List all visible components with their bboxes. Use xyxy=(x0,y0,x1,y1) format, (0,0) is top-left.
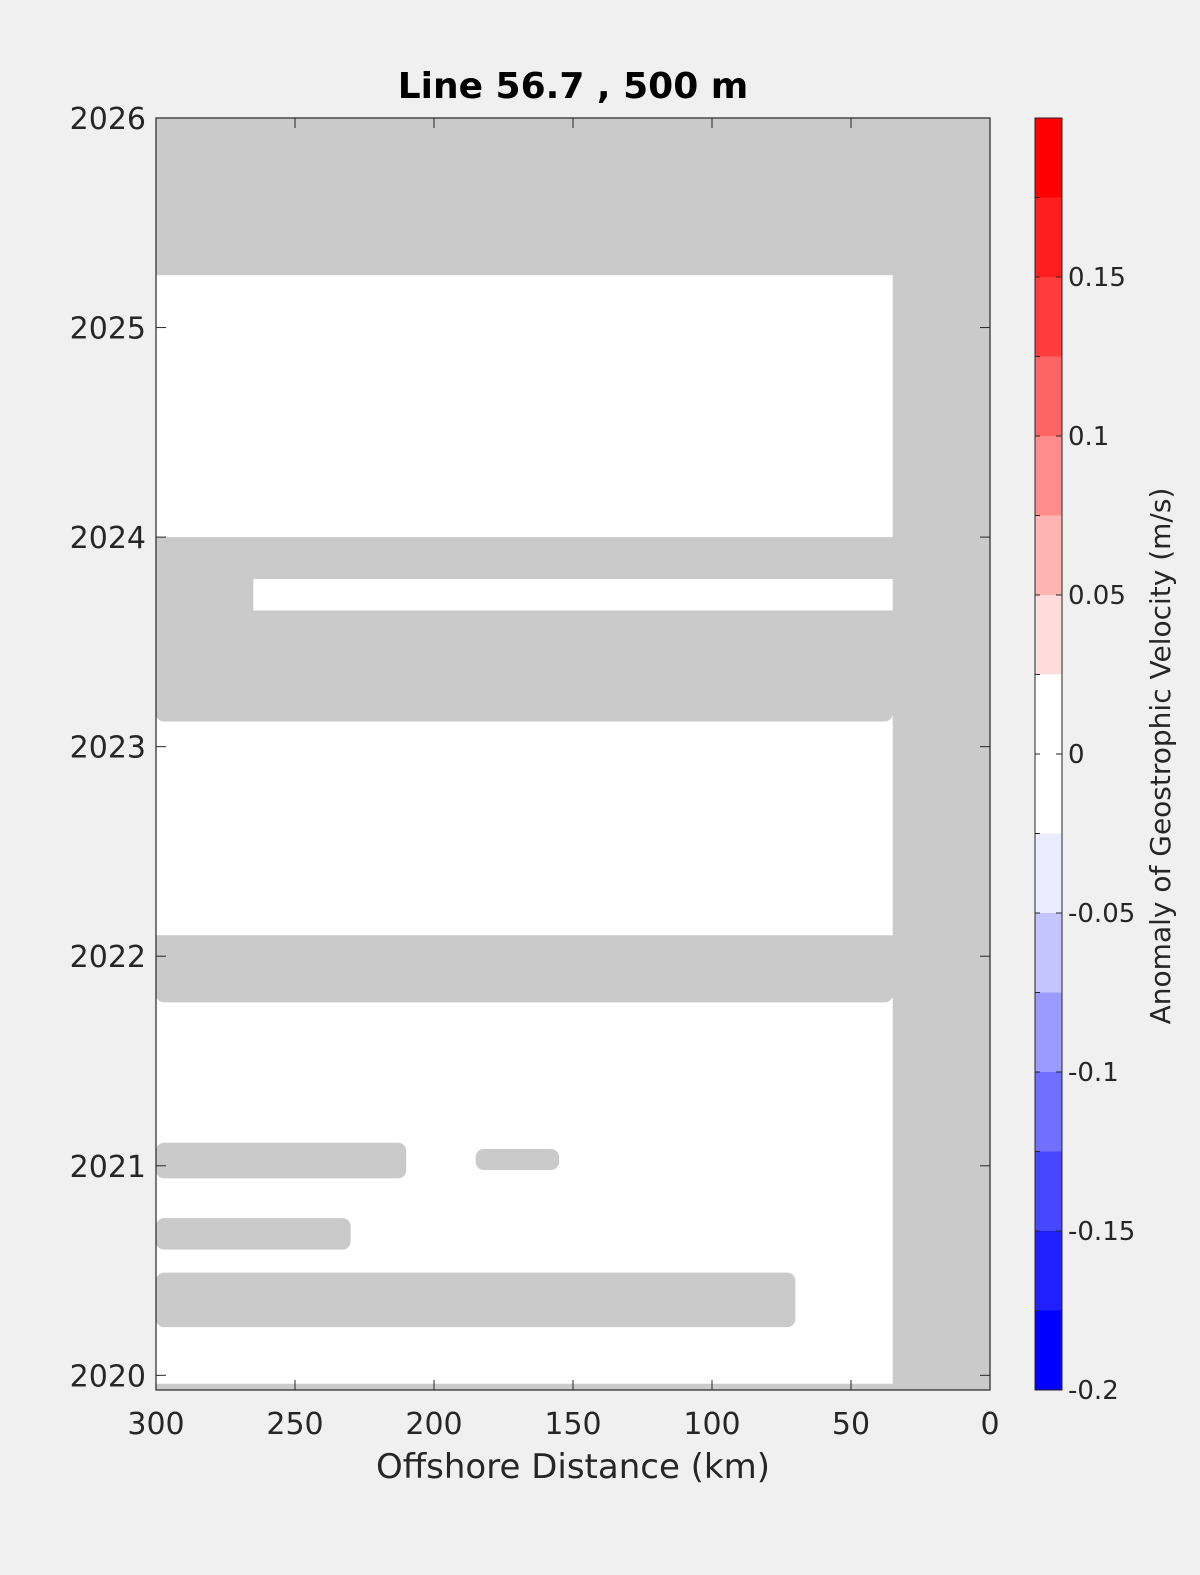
x-tick-label: 200 xyxy=(405,1407,462,1442)
colorbar-swatch xyxy=(1035,754,1062,834)
y-tick-label: 2025 xyxy=(70,312,146,347)
colorbar-tick-label: -0.15 xyxy=(1068,1217,1135,1247)
data-coverage-layer xyxy=(156,275,893,1384)
no-data-bands-layer xyxy=(156,547,893,1328)
colorbar-tick-label: -0.2 xyxy=(1068,1376,1119,1406)
colorbar-swatch xyxy=(1035,913,1062,993)
no-data-band xyxy=(156,1218,351,1250)
x-tick-label: 50 xyxy=(832,1407,870,1442)
y-tick-label: 2020 xyxy=(70,1359,146,1394)
x-tick-label: 0 xyxy=(980,1407,999,1442)
y-tick-label: 2023 xyxy=(70,731,146,766)
colorbar-swatch xyxy=(1035,356,1062,436)
colorbar-swatch xyxy=(1035,515,1062,595)
no-data-band xyxy=(475,1149,560,1170)
colorbar-swatch xyxy=(1035,833,1062,913)
colorbar-tick-label: -0.1 xyxy=(1068,1058,1119,1088)
x-tick-label: 100 xyxy=(683,1407,740,1442)
no-data-band xyxy=(156,614,893,722)
colorbar-tick-label: 0.1 xyxy=(1068,422,1109,452)
colorbar-swatch xyxy=(1035,1072,1062,1152)
colorbar-tick-label: 0 xyxy=(1068,740,1085,770)
colorbar-swatch xyxy=(1035,118,1062,198)
plot-area xyxy=(156,118,990,1390)
no-data-band xyxy=(156,1142,407,1179)
y-axis: 2020 2021 2022 2023 2024 2025 2026 xyxy=(70,102,990,1394)
data-coverage-area xyxy=(156,275,893,538)
colorbar: -0.2 -0.15 -0.1 -0.05 0 0.05 0.1 0.15 xyxy=(1034,117,1135,1406)
data-coverage-area xyxy=(156,715,893,936)
colorbar-tick-label: 0.05 xyxy=(1068,581,1126,611)
y-tick-label: 2022 xyxy=(70,940,146,975)
no-data-band xyxy=(156,547,893,565)
x-axis-label: Offshore Distance (km) xyxy=(376,1447,770,1487)
colorbar-swatch xyxy=(1035,436,1062,516)
colorbar-swatch xyxy=(1035,674,1062,754)
colorbar-swatch xyxy=(1035,595,1062,675)
y-tick-label: 2021 xyxy=(70,1150,146,1185)
colorbar-swatch xyxy=(1035,197,1062,277)
no-data-band xyxy=(156,1272,796,1328)
x-tick-label: 300 xyxy=(127,1407,184,1442)
x-tick-label: 150 xyxy=(544,1407,601,1442)
y-tick-label: 2024 xyxy=(70,521,146,556)
colorbar-swatch xyxy=(1035,1151,1062,1231)
x-tick-label: 250 xyxy=(266,1407,323,1442)
colorbar-label: Anomaly of Geostrophic Velocity (m/s) xyxy=(1144,488,1177,1025)
colorbar-swatch xyxy=(1035,1310,1062,1390)
colorbar-tick-label: 0.15 xyxy=(1068,263,1126,293)
x-axis: 300 250 200 150 100 50 0 xyxy=(127,118,1000,1442)
colorbar-swatch xyxy=(1035,1231,1062,1311)
no-data-band xyxy=(156,939,893,1003)
colorbar-swatch xyxy=(1035,277,1062,357)
y-tick-label: 2026 xyxy=(70,102,146,137)
data-coverage-area xyxy=(253,579,893,611)
colorbar-tick-label: -0.05 xyxy=(1068,899,1135,929)
colorbar-swatch xyxy=(1035,992,1062,1072)
chart-title: Line 56.7 , 500 m xyxy=(398,66,749,107)
